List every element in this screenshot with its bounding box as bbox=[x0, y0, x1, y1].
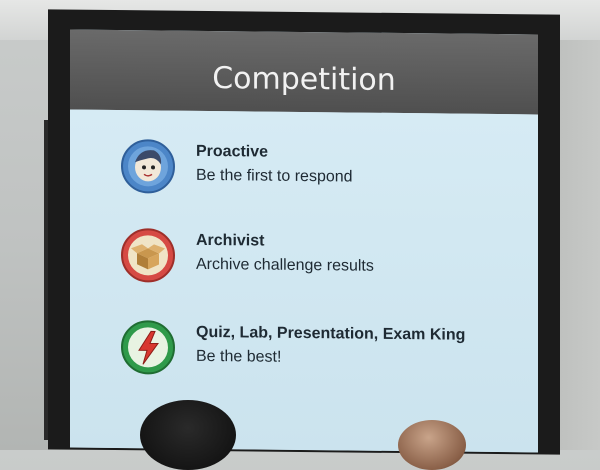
audience-head-left bbox=[140, 400, 236, 470]
list-item: Archivist Archive challenge results bbox=[70, 227, 538, 302]
item-description: Archive challenge results bbox=[196, 255, 374, 275]
item-title: Quiz, Lab, Presentation, Exam King bbox=[196, 323, 466, 344]
item-description: Be the best! bbox=[196, 347, 282, 366]
audience-head-right bbox=[398, 420, 466, 470]
list-item: Quiz, Lab, Presentation, Exam King Be th… bbox=[70, 319, 538, 394]
list-item: Proactive Be the first to respond bbox=[70, 138, 538, 213]
archive-box-badge-icon bbox=[121, 228, 175, 283]
lightning-badge-icon bbox=[121, 320, 175, 375]
slide-body: Proactive Be the first to respond Archiv… bbox=[70, 109, 538, 453]
item-title: Proactive bbox=[196, 142, 269, 161]
proactive-badge-icon bbox=[121, 139, 175, 194]
screen-edge bbox=[44, 120, 48, 440]
item-description: Be the first to respond bbox=[196, 166, 353, 186]
slide-header: Competition bbox=[70, 29, 538, 115]
presentation-slide: Competition Proactive Be the first to re… bbox=[70, 29, 538, 453]
item-title: Archivist bbox=[196, 231, 265, 250]
slide-title: Competition bbox=[212, 61, 396, 98]
